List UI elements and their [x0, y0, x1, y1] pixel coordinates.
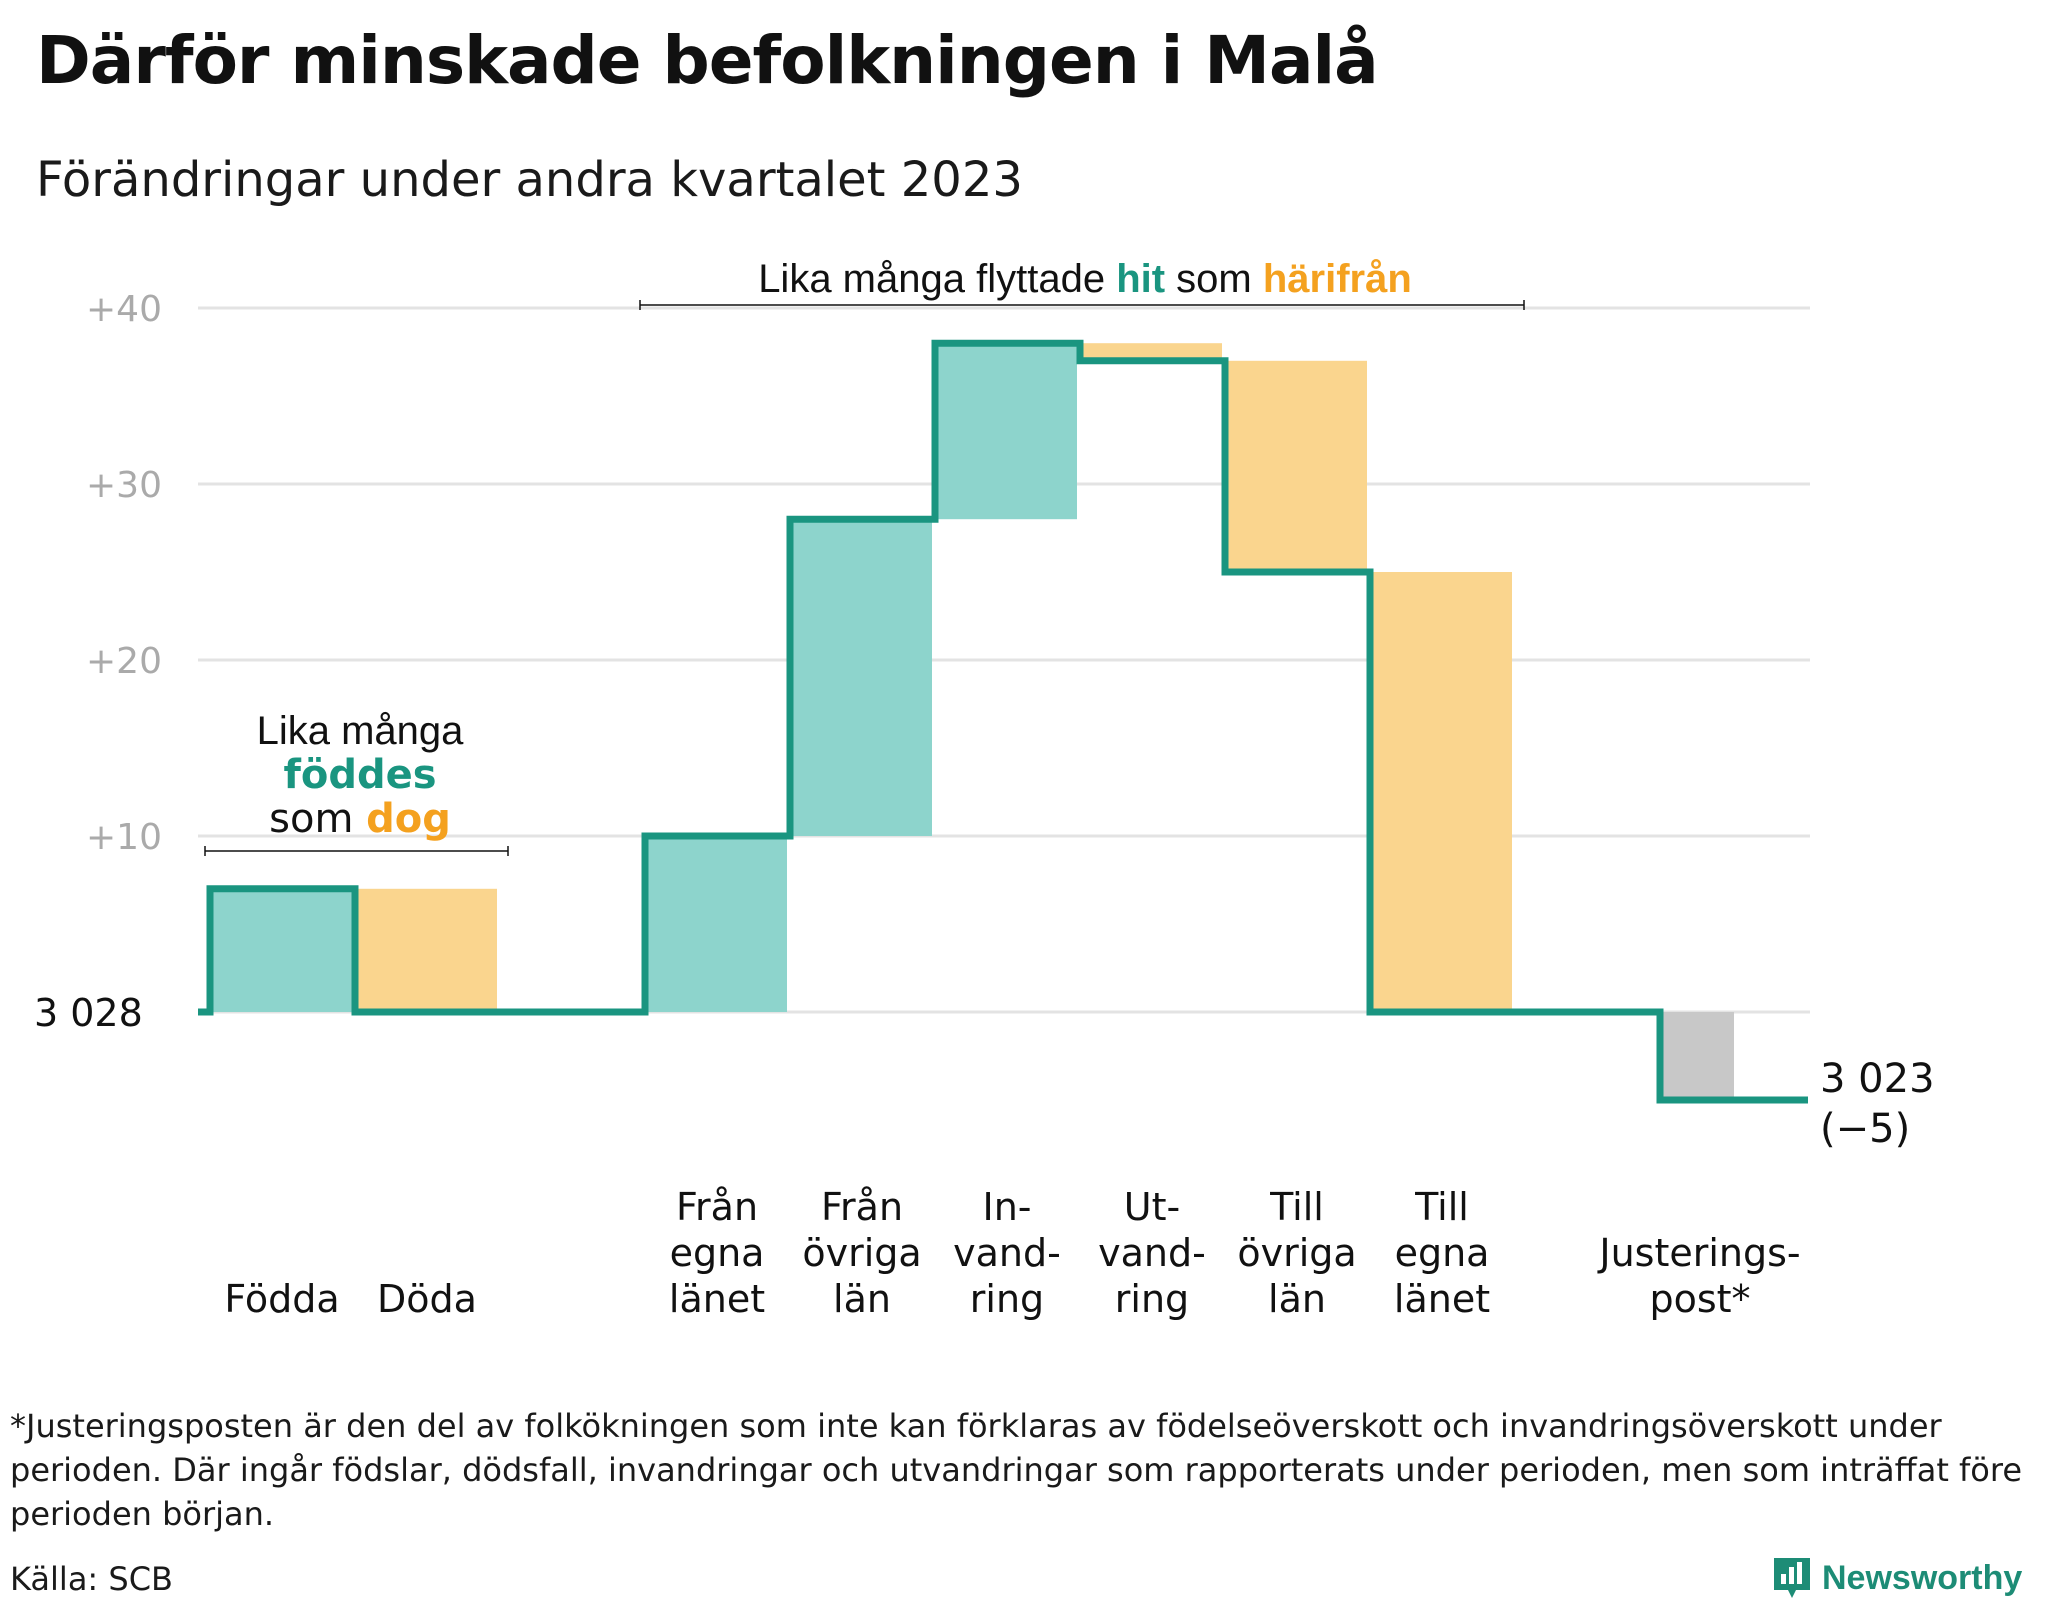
births-annotation-dog: dog: [366, 796, 451, 842]
births-annotation-line1: Lika många: [257, 709, 465, 753]
x-category-label: övriga: [802, 1231, 921, 1275]
end-change-label: (−5): [1820, 1106, 1910, 1152]
waterfall-bar: [1082, 343, 1222, 361]
births-annotation-fodde: föddes: [283, 752, 436, 798]
waterfall-bar: [937, 343, 1077, 520]
brand-logo: Newsworthy: [1772, 1556, 2022, 1600]
x-category-label: Till: [1414, 1185, 1469, 1229]
waterfall-bar: [212, 888, 352, 1012]
x-category-label: länet: [1394, 1277, 1490, 1321]
chart-subtitle: Förändringar under andra kvartalet 2023: [36, 152, 1023, 208]
x-category-label: län: [833, 1277, 891, 1321]
x-category-label: vand-: [1098, 1231, 1206, 1275]
y-tick-label: +20: [86, 641, 162, 682]
footnote: *Justeringsposten är den del av folkökni…: [10, 1407, 2023, 1533]
y-tick-label: +10: [86, 817, 162, 858]
x-category-label: Justerings-: [1597, 1231, 1800, 1275]
migration-bracket: [639, 300, 1525, 310]
x-category-label: länet: [669, 1277, 765, 1321]
x-category-label: län: [1268, 1277, 1326, 1321]
end-value-label: 3 023: [1820, 1056, 1935, 1102]
migration-annotation-som: som: [1165, 257, 1263, 301]
x-category-label: Till: [1269, 1185, 1324, 1229]
x-category-label: ring: [970, 1277, 1044, 1321]
migration-annotation-harifran: härifrån: [1263, 257, 1412, 301]
x-category-label: Från: [821, 1185, 903, 1229]
waterfall-bar: [1227, 360, 1367, 572]
births-annotation-som: som: [269, 796, 366, 842]
waterfall-bar: [1662, 1012, 1734, 1100]
x-category-label: egna: [1395, 1231, 1490, 1275]
births-bracket: [204, 846, 509, 856]
migration-annotation-hit: hit: [1116, 257, 1165, 301]
x-category-label: vand-: [953, 1231, 1061, 1275]
waterfall-bar: [647, 836, 787, 1012]
x-category-label: post*: [1649, 1277, 1750, 1321]
x-category-label: Från: [676, 1185, 758, 1229]
x-category-label: Döda: [377, 1277, 477, 1321]
x-category-label: Födda: [224, 1277, 339, 1321]
x-category-label: In-: [982, 1185, 1031, 1229]
start-value-label: 3 028: [34, 991, 143, 1035]
source-label: Källa: SCB: [10, 1560, 173, 1598]
waterfall-bar: [357, 888, 497, 1012]
y-tick-label: +30: [86, 465, 162, 506]
newsworthy-logo-icon: [1774, 1558, 1810, 1598]
chart-title: Därför minskade befolkningen i Malå: [36, 22, 1379, 99]
cumulative-step-line: [198, 339, 1808, 1104]
x-category-label: Ut-: [1124, 1185, 1180, 1229]
waterfall-bar: [1372, 572, 1512, 1012]
births-annotation-line3: som dog: [269, 796, 451, 842]
migration-annotation: Lika många flyttade hit som härifrån: [758, 257, 1412, 301]
x-category-label: ring: [1115, 1277, 1189, 1321]
brand-name: Newsworthy: [1822, 1558, 2023, 1597]
y-tick-label: +40: [86, 289, 162, 330]
waterfall-bar: [792, 519, 932, 836]
migration-annotation-pre: Lika många flyttade: [758, 257, 1116, 301]
x-category-label: övriga: [1237, 1231, 1356, 1275]
x-category-label: egna: [670, 1231, 765, 1275]
